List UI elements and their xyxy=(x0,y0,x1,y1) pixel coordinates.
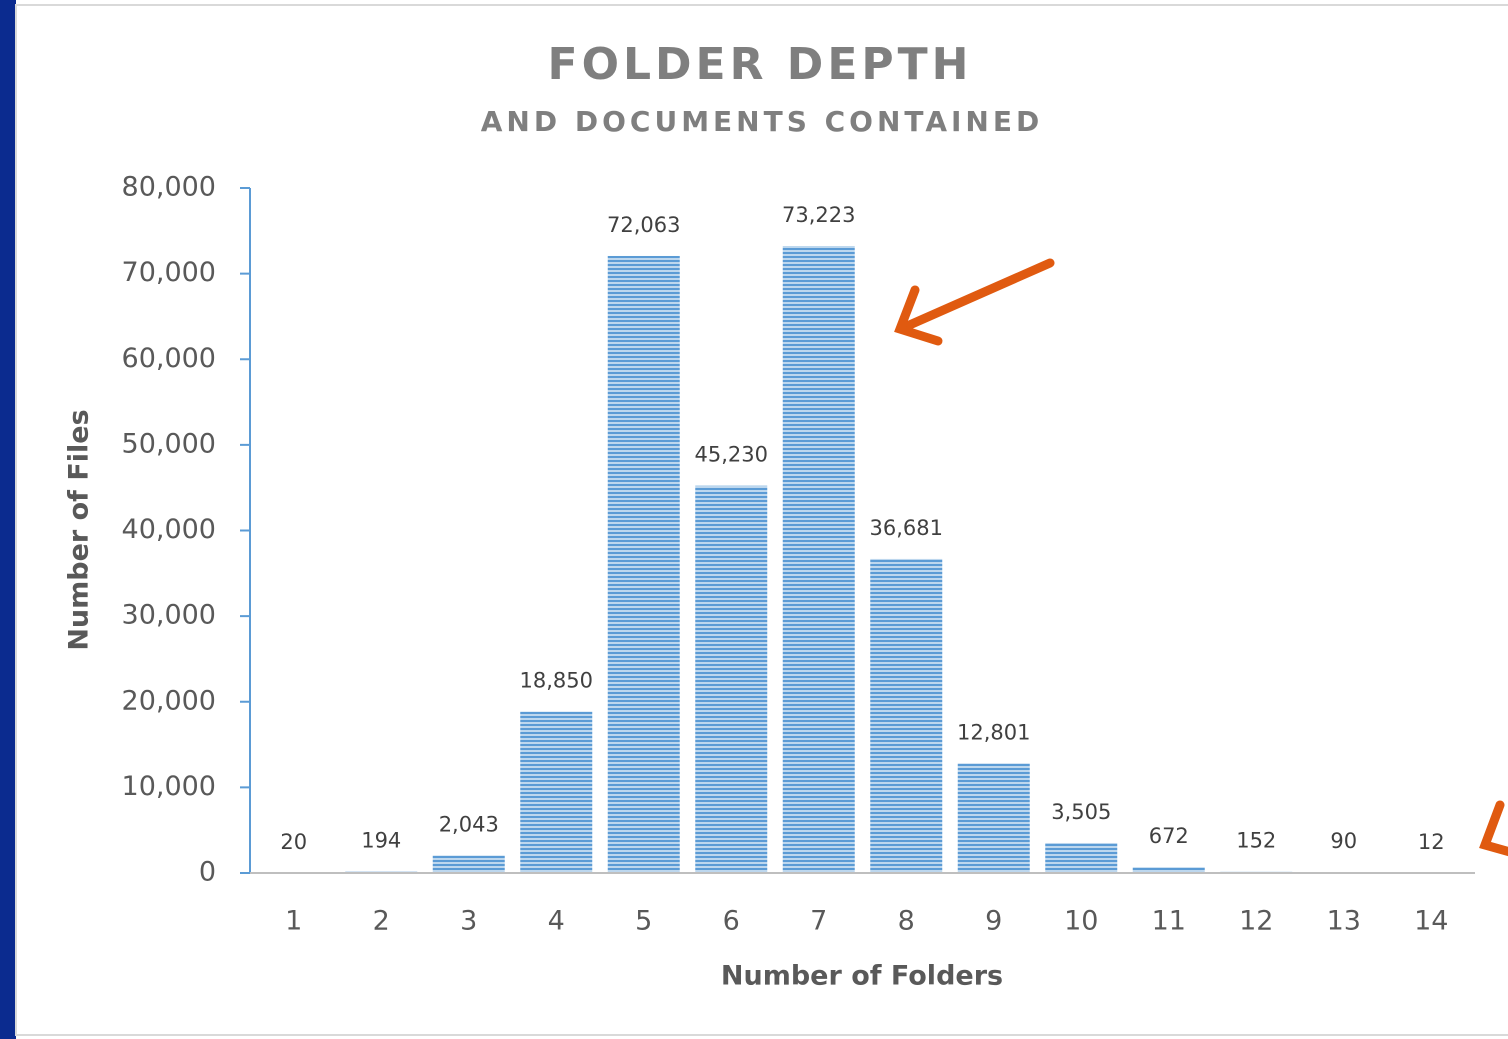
y-tick-label: 50,000 xyxy=(122,428,216,459)
data-label: 90 xyxy=(1330,829,1357,853)
bar xyxy=(1132,867,1205,873)
bar xyxy=(782,246,855,873)
x-tick-label: 5 xyxy=(635,906,652,937)
y-tick-label: 30,000 xyxy=(122,600,216,631)
data-label: 194 xyxy=(361,828,401,852)
data-label: 672 xyxy=(1149,824,1189,848)
x-tick-label: 1 xyxy=(285,906,302,937)
annotation-arrow xyxy=(1479,800,1508,857)
data-label: 36,681 xyxy=(870,516,943,540)
bar xyxy=(1045,842,1118,873)
bar xyxy=(432,855,505,873)
y-tick-label: 80,000 xyxy=(122,172,216,203)
bar xyxy=(607,255,680,873)
data-label: 12 xyxy=(1418,830,1445,854)
chart-subtitle: AND DOCUMENTS CONTAINED xyxy=(481,105,1043,138)
chart-title: FOLDER DEPTH xyxy=(548,39,973,90)
bar xyxy=(957,763,1030,873)
x-tick-label: 3 xyxy=(460,906,477,937)
x-tick-label: 13 xyxy=(1327,906,1361,937)
x-tick-label: 6 xyxy=(723,906,740,937)
data-label: 73,223 xyxy=(782,203,855,227)
data-label: 152 xyxy=(1236,829,1276,853)
x-tick-label: 7 xyxy=(810,906,827,937)
x-tick-label: 11 xyxy=(1152,906,1186,937)
bar xyxy=(870,558,943,873)
y-tick-label: 70,000 xyxy=(122,257,216,288)
y-tick-label: 20,000 xyxy=(122,685,216,716)
y-axis-label: Number of Files xyxy=(64,409,95,650)
data-label: 3,505 xyxy=(1051,800,1111,824)
side-strip xyxy=(0,0,16,1039)
annotation-arrow xyxy=(894,258,1055,346)
data-label: 18,850 xyxy=(520,669,593,693)
x-tick-label: 10 xyxy=(1064,906,1098,937)
y-tick-label: 10,000 xyxy=(122,771,216,802)
x-tick-label: 12 xyxy=(1239,906,1273,937)
x-tick-label: 14 xyxy=(1414,906,1448,937)
x-axis-label: Number of Folders xyxy=(721,961,1003,992)
data-label: 2,043 xyxy=(439,813,499,837)
x-tick-label: 2 xyxy=(373,906,390,937)
data-label: 45,230 xyxy=(695,443,768,467)
y-tick-label: 40,000 xyxy=(122,514,216,545)
x-tick-label: 8 xyxy=(898,906,915,937)
bar xyxy=(520,711,593,873)
data-label: 20 xyxy=(280,830,307,854)
x-tick-label: 9 xyxy=(985,906,1002,937)
data-label: 12,801 xyxy=(957,720,1030,744)
bar xyxy=(695,485,768,873)
data-label: 72,063 xyxy=(607,213,680,237)
x-tick-label: 4 xyxy=(548,906,565,937)
y-tick-label: 60,000 xyxy=(122,343,216,374)
y-tick-label: 0 xyxy=(199,857,216,888)
